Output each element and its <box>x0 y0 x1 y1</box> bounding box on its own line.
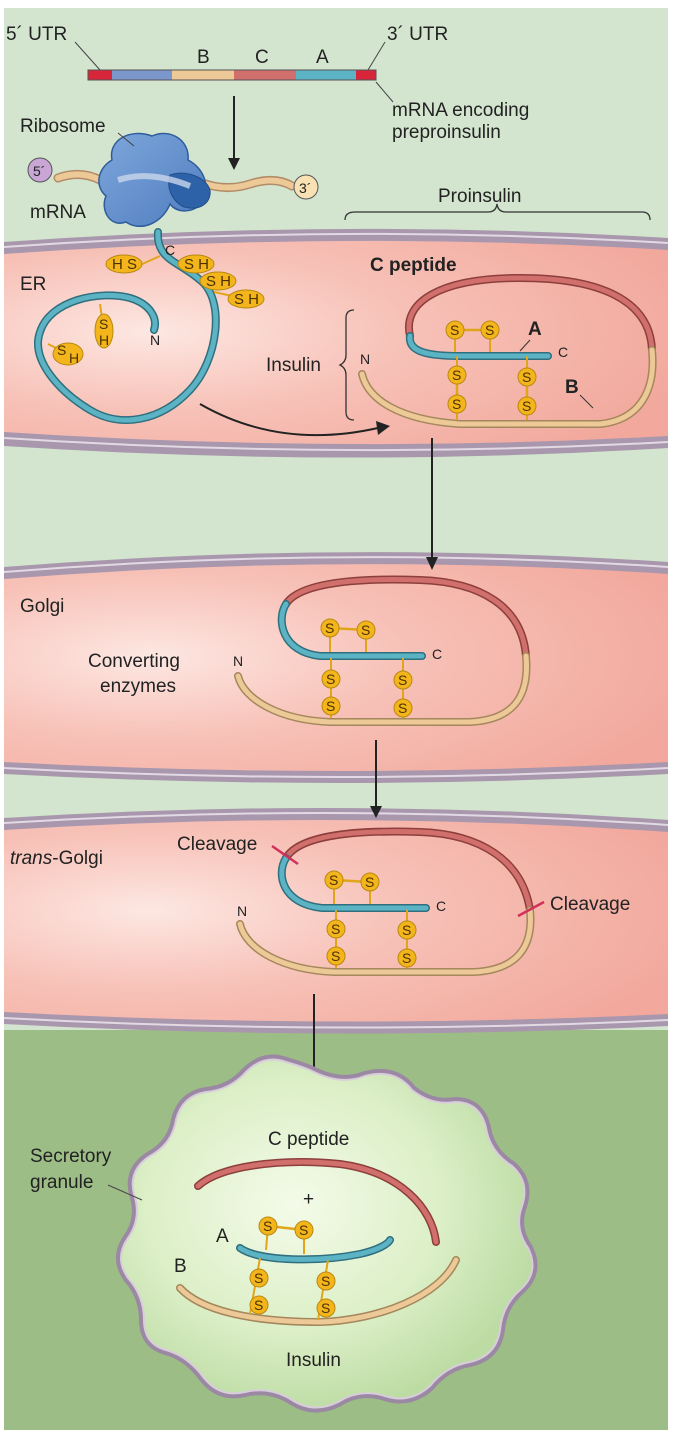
granule-s3: S <box>254 1270 263 1286</box>
golgi-s6: S <box>398 700 407 716</box>
utr5-label: 5´ UTR <box>6 24 67 45</box>
nascent-n-terminus: N <box>150 332 160 348</box>
mrna-caption-line2: preproinsulin <box>392 122 501 143</box>
sh-group-3-label: S H <box>206 273 231 290</box>
golgi-s3: S <box>326 671 335 687</box>
granule-chain-a-label: A <box>216 1226 229 1247</box>
er-label: ER <box>20 274 46 295</box>
granule-s6: S <box>321 1300 330 1316</box>
segment-a-label: A <box>316 47 329 68</box>
utr5-segment <box>88 70 112 80</box>
nascent-c-terminus: C <box>165 242 175 258</box>
c-segment <box>172 70 234 80</box>
five-prime-label: 5´ <box>33 163 45 179</box>
er-chain-a-label: A <box>528 319 542 340</box>
mrna-label: mRNA <box>30 202 86 223</box>
granule-s5: S <box>321 1273 330 1289</box>
mrna-caption-line1: mRNA encoding <box>392 100 529 121</box>
er-c-terminus: C <box>558 344 568 360</box>
trans-golgi-rest: -Golgi <box>52 848 103 869</box>
converting-enzymes-line1: Converting <box>88 651 180 672</box>
granule-s1: S <box>263 1218 272 1234</box>
granule-c-peptide-label: C peptide <box>268 1129 349 1150</box>
golgi-n-terminus: N <box>233 653 243 669</box>
granule-label-line1: Secretory <box>30 1146 112 1167</box>
b-segment <box>112 70 172 80</box>
er-s1: S <box>450 322 459 338</box>
trans-s5: S <box>402 922 411 938</box>
er-s5: S <box>522 369 531 385</box>
sh-group-6-h: H <box>69 350 79 366</box>
cleavage-right-label: Cleavage <box>550 894 630 915</box>
proinsulin-label: Proinsulin <box>438 186 521 207</box>
cleavage-left-label: Cleavage <box>177 834 257 855</box>
granule-chain-b-label: B <box>174 1256 187 1277</box>
segment-b-label: B <box>197 47 210 68</box>
golgi-s5: S <box>398 672 407 688</box>
er-n-terminus: N <box>360 351 370 367</box>
er-s6: S <box>522 398 531 414</box>
ribosome-label: Ribosome <box>20 116 106 137</box>
trans-golgi-italic: trans <box>10 848 53 869</box>
golgi-label: Golgi <box>20 596 64 617</box>
c-peptide-label: C peptide <box>370 255 457 276</box>
sh-group-2-label: S H <box>184 256 209 273</box>
sh-group-5-h: H <box>99 332 109 348</box>
er-s2: S <box>485 322 494 338</box>
sh-group-6-s: S <box>57 342 66 358</box>
a-segment <box>296 70 356 80</box>
golgi-s2: S <box>361 622 370 638</box>
er-chain-b-label: B <box>565 377 579 398</box>
sh-group-4-label: S H <box>234 291 259 308</box>
sh-group-5-s: S <box>99 316 108 332</box>
er-s3: S <box>452 367 461 383</box>
granule-insulin-label: Insulin <box>286 1350 341 1371</box>
golgi-c-terminus: C <box>432 646 442 662</box>
granule-s2: S <box>299 1222 308 1238</box>
a-segment-red <box>234 70 296 80</box>
granule-s4: S <box>254 1297 263 1313</box>
granule-label-line2: granule <box>30 1172 93 1193</box>
plus-sign: + <box>303 1189 314 1210</box>
trans-s2: S <box>365 874 374 890</box>
utr3-label: 3´ UTR <box>387 24 448 45</box>
sh-group-1-label: H S <box>112 256 137 273</box>
insulin-label-er: Insulin <box>266 355 321 376</box>
converting-enzymes-line2: enzymes <box>100 676 176 697</box>
er-s4: S <box>452 396 461 412</box>
trans-golgi-label: trans-Golgi <box>10 848 103 869</box>
golgi-s1: S <box>325 620 334 636</box>
segment-c-label: C <box>255 47 269 68</box>
utr3-segment <box>356 70 376 80</box>
trans-s3: S <box>331 921 340 937</box>
golgi-s4: S <box>326 698 335 714</box>
trans-s4: S <box>331 948 340 964</box>
trans-n-terminus: N <box>237 903 247 919</box>
trans-s6: S <box>402 950 411 966</box>
trans-s1: S <box>329 872 338 888</box>
three-prime-label: 3´ <box>299 180 311 196</box>
trans-c-terminus: C <box>436 898 446 914</box>
